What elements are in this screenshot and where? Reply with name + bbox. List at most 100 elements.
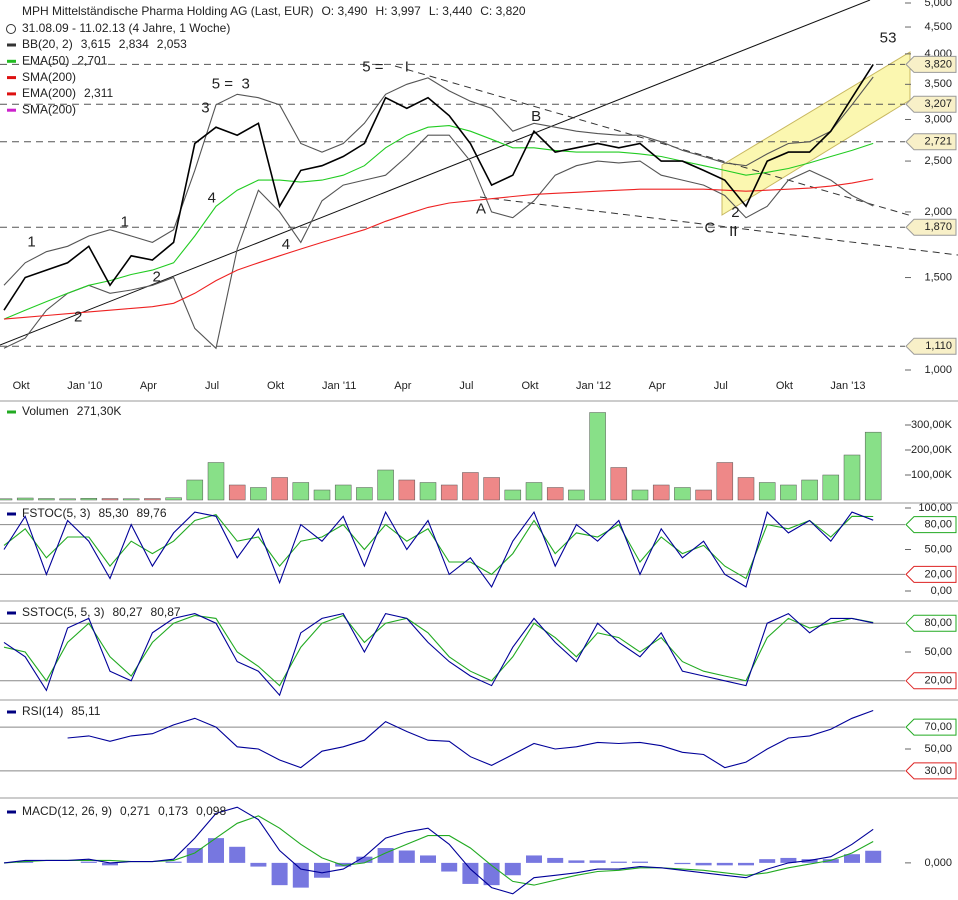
series-line	[3, 125, 874, 320]
ohlc-value: O: 3,490	[321, 4, 367, 18]
volume-bar	[440, 484, 458, 501]
chart-title: MPH Mittelständische Pharma Holding AG (…	[22, 4, 313, 18]
histogram-bar	[844, 854, 860, 863]
y-tick-label: 1,000	[924, 364, 952, 376]
histogram-bar	[504, 862, 521, 876]
volume-bar	[0, 498, 13, 501]
legend-label: SMA(200)	[22, 102, 76, 116]
y-tick-label: 50,00	[924, 543, 952, 555]
wave-label: 4	[208, 190, 216, 207]
y-tick-label: 50,00	[924, 743, 952, 755]
trend-line	[394, 65, 913, 217]
volume-bar	[271, 477, 288, 501]
wave-label: C	[705, 219, 716, 236]
legend-value: 0,271	[120, 804, 150, 818]
chart-subtitle: 31.08.09 - 11.02.13 (4 Jahre, 1 Woche)	[22, 21, 230, 35]
legend-value: 89,76	[137, 506, 167, 520]
x-tick-label: Apr	[649, 380, 666, 392]
ohlc-value: L: 3,440	[429, 4, 473, 18]
x-tick-label: Jan '10	[67, 380, 102, 392]
legend-value: 0,098	[196, 804, 226, 818]
tick-box	[905, 565, 957, 583]
volume-bar	[737, 477, 755, 501]
volume-bar	[250, 487, 267, 501]
legend-value: 271,30K	[77, 404, 122, 418]
ohlc-value: H: 3,997	[375, 4, 421, 18]
series-line	[3, 612, 874, 697]
histogram-bar	[801, 859, 818, 863]
y-tick-label: 1,500	[924, 271, 952, 283]
series-line	[3, 815, 874, 886]
wave-label: 5 =	[362, 58, 384, 75]
histogram-bar	[716, 862, 733, 866]
legend-label: EMA(50)	[22, 53, 69, 67]
series-line	[67, 709, 874, 769]
histogram-bar	[165, 861, 182, 863]
y-tick-label: 50,00	[924, 646, 952, 658]
legend-label: SMA(200)	[22, 70, 76, 84]
legend-label: EMA(200)	[22, 86, 76, 100]
volume-bar	[716, 462, 734, 501]
clock-icon	[6, 24, 16, 34]
level-label: 3,207	[924, 98, 952, 110]
wave-label: 4	[282, 236, 290, 253]
wave-label: 5 =	[212, 75, 234, 92]
histogram-bar	[208, 838, 224, 863]
series-line	[3, 513, 874, 580]
tick-box	[905, 762, 957, 780]
volume-bar	[228, 484, 246, 501]
x-tick-label: Jul	[459, 380, 473, 392]
series-line	[3, 76, 874, 286]
y-tick-label: 20,00	[924, 568, 952, 580]
histogram-bar	[780, 857, 797, 863]
tick-box	[905, 614, 957, 632]
y-tick-label: 3,000	[924, 113, 952, 125]
x-tick-label: Okt	[776, 380, 793, 392]
legend-label: SSTOC(5, 5, 3)	[22, 605, 104, 619]
volume-bar	[589, 412, 606, 501]
volume-bar	[801, 479, 818, 501]
histogram-bar	[335, 862, 352, 867]
legend-value: 2,311	[84, 86, 113, 100]
histogram-bar	[80, 861, 97, 863]
series-line	[3, 806, 874, 895]
volume-bar	[758, 482, 776, 501]
histogram-bar	[441, 862, 458, 872]
volume-bar	[568, 489, 585, 501]
legend-value: 80,27	[112, 605, 142, 619]
legend-value: 85,30	[98, 506, 128, 520]
x-tick-label: Jan '13	[830, 380, 865, 392]
level-box	[905, 133, 957, 151]
legend-value: 2,053	[157, 37, 187, 51]
x-tick-label: Okt	[13, 380, 30, 392]
wave-label: 3	[242, 75, 250, 92]
volume-bar	[462, 472, 479, 501]
level-label: 1,110	[925, 340, 952, 352]
level-label: 2,721	[924, 136, 952, 148]
histogram-bar	[229, 846, 246, 863]
level-box	[905, 55, 957, 73]
series-line	[3, 510, 874, 588]
wave-label: 3	[888, 29, 896, 46]
ohlc-value: C: 3,820	[480, 4, 526, 18]
x-tick-label: Okt	[521, 380, 538, 392]
volume-bar	[822, 474, 840, 501]
histogram-bar	[822, 859, 839, 863]
volume-bar	[356, 487, 373, 501]
histogram-bar	[589, 860, 606, 863]
level-label: 1,870	[924, 221, 952, 233]
volume-bar	[419, 482, 437, 501]
histogram-bar	[398, 850, 415, 863]
volume-bar	[16, 497, 34, 501]
series-line	[3, 178, 874, 320]
histogram-bar	[17, 861, 34, 863]
x-tick-label: Jan '11	[322, 380, 356, 392]
volume-bar	[631, 489, 649, 501]
volume-bar	[122, 498, 140, 501]
wave-label: A	[476, 201, 486, 218]
tick-box	[905, 718, 957, 736]
histogram-bar	[250, 862, 267, 867]
y-tick-label: 80,00	[924, 519, 952, 531]
y-tick-label: 3,500	[924, 78, 952, 90]
